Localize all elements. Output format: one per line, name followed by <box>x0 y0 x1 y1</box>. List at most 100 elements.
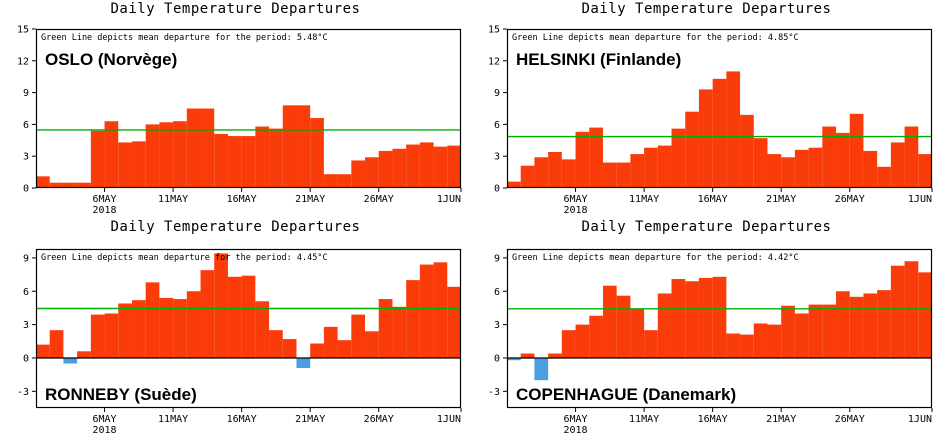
bar <box>337 340 352 358</box>
x-axis-year-label: 2018 <box>93 425 117 435</box>
bar <box>698 277 713 358</box>
bar <box>657 293 672 358</box>
bar <box>548 353 562 358</box>
mean-departure-note: Green Line depicts mean departure for th… <box>512 253 799 263</box>
bar <box>548 151 562 188</box>
bar <box>200 108 215 188</box>
bar <box>794 149 809 188</box>
chart-svg-oslo: 0 3 6 9 12 15 6MAY 11MAY 16MAY 21MAY 26MAY 1JUN 2018… <box>17 25 462 216</box>
bar <box>808 304 823 358</box>
bar <box>365 331 379 358</box>
bar <box>433 262 448 358</box>
y-axis-tick-label: 9 <box>23 253 29 264</box>
x-axis-tick-label: 6MAY <box>93 414 117 425</box>
x-axis-tick-label: 16MAY <box>698 414 728 425</box>
bar <box>507 181 521 188</box>
bar <box>351 314 366 358</box>
chart-svg-ronneby: -3 0 3 6 9 6MAY 11MAY 16MAY 21MAY 26MAY 1JUN 2018 Gr… <box>17 248 462 435</box>
chart-svg-copenhague: -3 0 3 6 9 6MAY 11MAY 16MAY 21MAY 26MAY 1JUN 2018 Gr… <box>488 248 933 435</box>
bar <box>904 261 919 358</box>
bar <box>378 299 393 358</box>
bar <box>561 330 576 358</box>
bar <box>214 133 228 188</box>
mean-departure-note: Green Line depicts mean departure for th… <box>41 33 328 43</box>
y-axis-tick-label: 3 <box>23 320 29 331</box>
mean-departure-note: Green Line depicts mean departure for th… <box>41 253 328 263</box>
bar <box>575 324 590 358</box>
bar <box>849 296 864 358</box>
bar <box>740 334 754 358</box>
bar <box>131 300 146 358</box>
bar <box>419 142 434 188</box>
station-name-label: HELSINKI (Finlande) <box>516 50 681 69</box>
bar <box>49 330 64 358</box>
bar <box>671 279 686 358</box>
bar <box>419 264 434 358</box>
bar <box>227 276 242 358</box>
bar <box>836 291 850 358</box>
bar <box>214 253 228 358</box>
bar <box>781 305 795 358</box>
bar <box>534 157 549 188</box>
bar <box>255 126 270 188</box>
bar <box>726 333 741 358</box>
x-axis-tick-label: 11MAY <box>629 194 659 205</box>
bar <box>159 122 174 188</box>
y-axis-tick-label: 6 <box>23 287 29 298</box>
bar <box>337 174 352 188</box>
bar <box>602 285 617 358</box>
bar <box>753 138 768 188</box>
chart-title: Daily Temperature Departures <box>110 219 361 235</box>
bar <box>310 118 324 188</box>
y-axis-tick-label: 3 <box>494 320 500 331</box>
bar <box>616 295 631 358</box>
bar <box>49 182 64 188</box>
chart-panel-copenhague: Daily Temperature Departures -3 0 3 6 9 6MAY 1… <box>471 218 942 435</box>
bar <box>200 270 215 358</box>
y-axis-tick-label: 3 <box>494 152 500 163</box>
y-axis-tick-label: 15 <box>17 25 29 36</box>
bar <box>186 291 201 358</box>
bar <box>753 323 768 358</box>
chart-title: Daily Temperature Departures <box>581 219 832 235</box>
bar <box>310 343 324 358</box>
x-axis-tick-label: 26MAY <box>364 414 394 425</box>
y-axis-tick-label: -3 <box>17 387 29 398</box>
plot-frame <box>506 28 933 189</box>
bar <box>534 357 549 381</box>
x-axis-tick-label: 6MAY <box>564 194 588 205</box>
bar <box>520 165 535 188</box>
bar <box>77 182 91 188</box>
bar <box>118 142 132 188</box>
x-axis-year-label: 2018 <box>564 205 588 216</box>
bar <box>644 147 658 188</box>
bar <box>630 309 645 358</box>
x-axis-tick-label: 26MAY <box>835 194 865 205</box>
bar <box>406 280 420 358</box>
bar <box>173 121 187 188</box>
bar <box>296 105 311 188</box>
bar <box>602 162 617 188</box>
bar <box>657 145 672 188</box>
bar <box>118 303 132 358</box>
bar <box>712 276 727 358</box>
bar <box>863 293 878 358</box>
bar <box>520 353 535 358</box>
bar <box>822 126 837 188</box>
bar <box>392 148 407 188</box>
station-name-label: RONNEBY (Suède) <box>45 385 197 404</box>
bar <box>63 182 78 188</box>
bar <box>351 160 366 188</box>
bar <box>644 330 658 358</box>
y-axis-tick-label: 9 <box>494 253 500 264</box>
bar <box>269 128 283 188</box>
chart-panel-oslo: Daily Temperature Departures 0 3 6 9 12 15 6MA… <box>0 0 471 217</box>
bar <box>685 281 699 358</box>
bar <box>808 147 823 188</box>
bar <box>282 105 297 188</box>
y-axis-tick-label: 9 <box>494 88 500 99</box>
bar <box>145 124 160 188</box>
station-name-label: COPENHAGUE (Danemark) <box>516 385 736 404</box>
bar <box>365 157 379 188</box>
